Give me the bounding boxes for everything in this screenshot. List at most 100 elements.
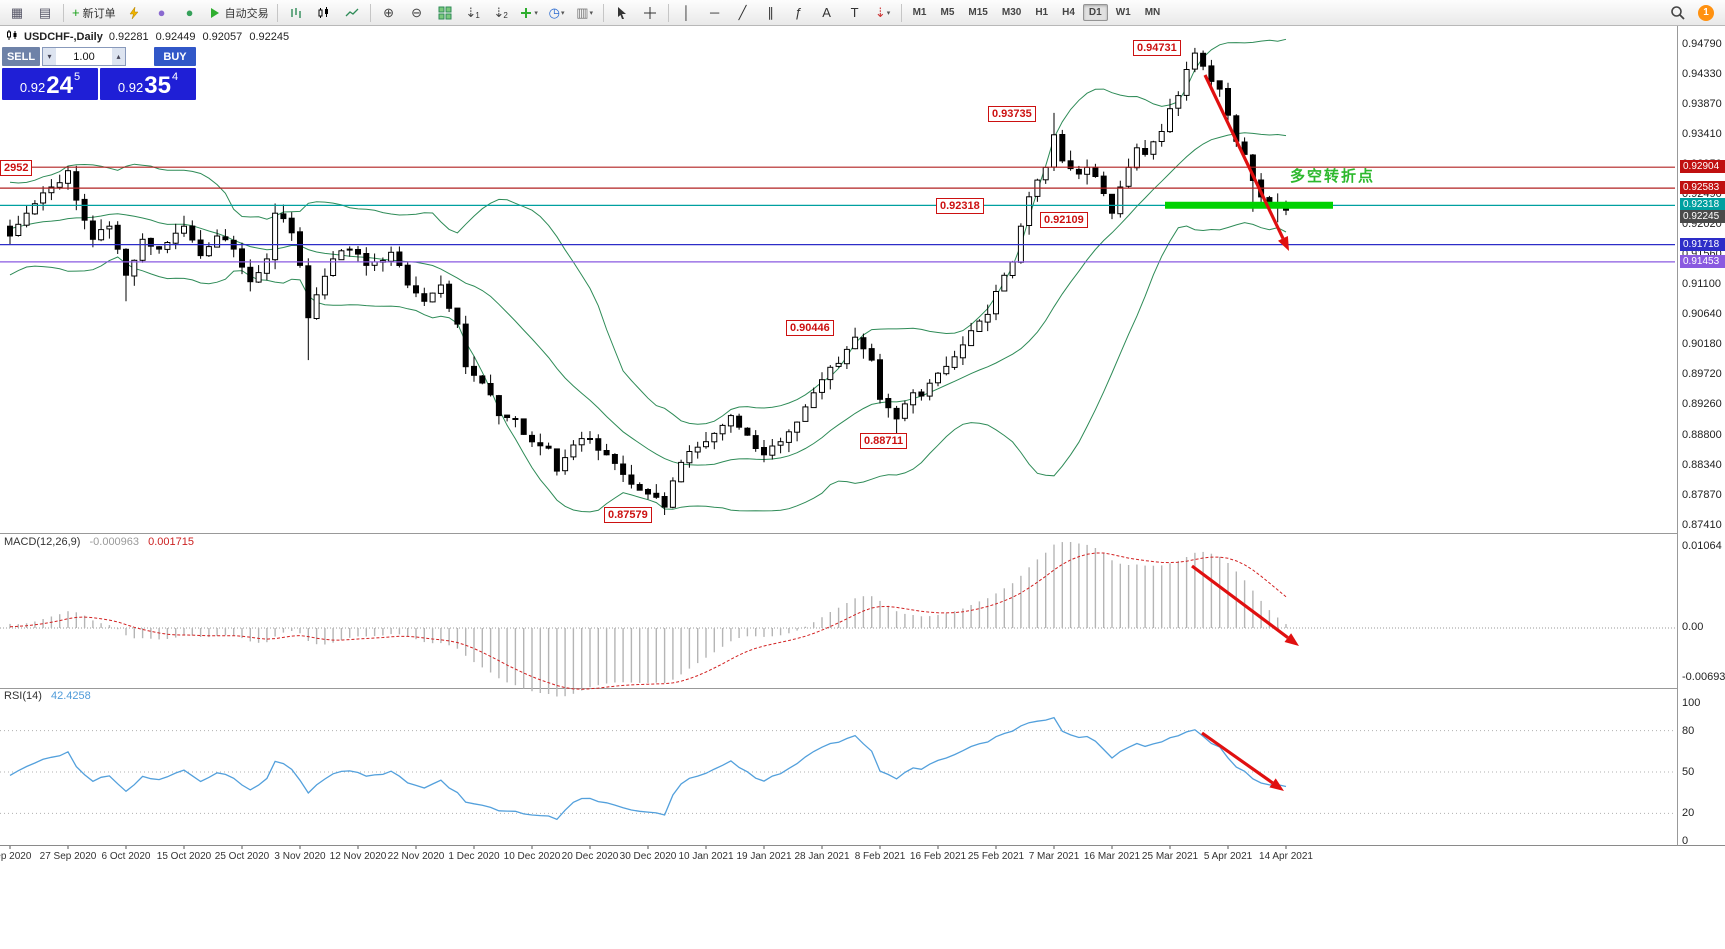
toolbar-separator — [602, 3, 604, 22]
trend-arrows[interactable] — [1191, 74, 1299, 791]
zoom-out-icon[interactable]: ⊖ — [411, 4, 423, 20]
price-callout[interactable]: 2952 — [0, 160, 33, 176]
price-scale-label: 0.93870 — [1682, 98, 1722, 111]
ask-prefix: 0.92 — [117, 80, 144, 95]
price-callout[interactable]: 0.88711 — [860, 433, 908, 449]
bid-big-digits: 24 — [46, 72, 73, 99]
rsi-scale-label: 80 — [1682, 724, 1695, 737]
volume-input[interactable]: 1.00 — [73, 50, 95, 63]
tile-windows-icon[interactable] — [432, 2, 458, 24]
zoom-in-icon[interactable]: ⊕ — [383, 4, 395, 20]
volume-decrease-button[interactable]: ▾ — [43, 48, 56, 65]
indicators-button[interactable]: ▾ — [521, 7, 538, 18]
horizontal-line-icon[interactable]: ─ — [709, 5, 720, 20]
fibonacci-icon[interactable]: ƒ — [794, 5, 803, 20]
timeframe-h1-button[interactable]: H1 — [1035, 7, 1049, 18]
timeframe-m15-button[interactable]: M15 — [968, 7, 988, 18]
price-callout[interactable]: 0.92318 — [936, 198, 984, 214]
price-callout[interactable]: 0.92109 — [1040, 212, 1088, 228]
timeframe-w1-button[interactable]: W1 — [1115, 7, 1131, 18]
price-scale-label: 0.87410 — [1682, 518, 1722, 531]
label-icon[interactable]: T — [850, 5, 859, 20]
crosshair-icon[interactable] — [637, 2, 663, 24]
toolbar: ▦ ▤ + 新订单 ● ● 自动交易 ⊕ ⊖ ⇣ 1 ⇣ 2 ▾ ◷ ▾ ▥ ▾ │ ─ ╱ ∥ ƒ A T ⇣ ▾ M1 M5 M15 M… — [0, 0, 1725, 26]
autotrading-button[interactable]: 自动交易 — [205, 2, 272, 24]
profiles-icon[interactable]: ▤ — [38, 4, 52, 20]
channel-icon[interactable]: ∥ — [767, 4, 774, 20]
macd-histogram — [9, 542, 1287, 697]
price-callout[interactable]: 0.93735 — [988, 106, 1036, 122]
date-label: 6 Oct 2020 — [101, 851, 151, 862]
new-order-button[interactable]: + 新订单 — [72, 5, 116, 20]
templates-button[interactable]: ▥ ▾ — [576, 4, 593, 20]
line-chart-icon[interactable] — [339, 2, 365, 24]
rsi-scale-label: 0 — [1682, 835, 1689, 847]
arrows-tool-icon[interactable]: ⇣ ▾ — [874, 4, 891, 20]
search-icon[interactable] — [1665, 2, 1691, 24]
toolbar-separator — [276, 3, 278, 22]
bollinger-bands — [9, 38, 1287, 513]
symbol-timeframe-label: USDCHF-,Daily — [24, 30, 103, 43]
date-ticks — [9, 846, 1287, 849]
macd-scale-label: 0.00 — [1682, 621, 1704, 633]
date-label: 25 Mar 2021 — [1141, 851, 1199, 862]
rsi-value: 42.4258 — [50, 690, 91, 702]
ask-price-button[interactable]: 0.92 35 4 — [100, 68, 196, 100]
notifications-badge[interactable]: 1 — [1698, 4, 1714, 21]
toolbar-separator — [63, 3, 64, 22]
date-label: 14 Apr 2021 — [1259, 851, 1313, 862]
timeframe-m30-button[interactable]: M30 — [1001, 7, 1022, 18]
volume-increase-button[interactable]: ▴ — [112, 48, 125, 65]
open-value: 0.92281 — [108, 30, 149, 43]
price-callout[interactable]: 0.94731 — [1133, 40, 1181, 56]
price-scale-label: 0.90640 — [1682, 308, 1722, 321]
cursor-icon[interactable] — [609, 2, 635, 24]
price-scale-label: 0.89720 — [1682, 368, 1722, 381]
market-watch-icon[interactable]: ● — [157, 5, 166, 20]
sort-ascending-icon[interactable]: ⇣ 1 — [465, 4, 480, 20]
sort-descending-icon[interactable]: ⇣ 2 — [493, 4, 508, 20]
annotation-text[interactable]: 多空转折点 — [1290, 168, 1376, 185]
price-callout[interactable]: 0.90446 — [786, 320, 834, 336]
ohlc-values: 0.92281 0.92449 0.92057 0.92245 — [109, 31, 293, 43]
text-icon[interactable]: A — [822, 5, 831, 20]
date-label: 12 Nov 2020 — [329, 851, 387, 862]
macd-scale-label: 0.01064 — [1682, 540, 1722, 552]
date-label: 25 Oct 2020 — [214, 851, 270, 862]
trendline-icon[interactable]: ╱ — [738, 4, 747, 20]
toolbar-separator — [667, 3, 669, 22]
timeframe-m5-button[interactable]: M5 — [940, 7, 955, 18]
low-value: 0.92057 — [202, 30, 243, 43]
chart-icon — [6, 29, 18, 44]
price-callout[interactable]: 0.87579 — [604, 507, 652, 523]
price-lines[interactable] — [0, 166, 1675, 263]
date-label: 8 Feb 2021 — [854, 851, 906, 862]
date-label: 5 Apr 2021 — [1203, 851, 1253, 862]
vertical-line-icon[interactable]: │ — [682, 5, 691, 20]
timeframe-h4-button[interactable]: H4 — [1062, 7, 1075, 18]
candle-chart-icon[interactable] — [311, 2, 337, 24]
candles — [7, 47, 1289, 515]
periods-button[interactable]: ◷ ▾ — [548, 4, 565, 20]
navigator-icon[interactable]: ● — [185, 5, 194, 20]
macd-label: MACD(12,26,9) — [4, 536, 81, 548]
timeframe-d1-button[interactable]: D1 — [1082, 4, 1108, 21]
timeframe-m1-button[interactable]: M1 — [912, 7, 927, 18]
chart-title-bar: USDCHF-,Daily 0.92281 0.92449 0.92057 0.… — [6, 29, 293, 44]
high-value: 0.92449 — [155, 30, 196, 43]
price-scale-label: 0.88800 — [1682, 428, 1722, 441]
bid-price-button[interactable]: 0.92 24 5 — [2, 68, 98, 100]
sell-button[interactable]: SELL — [2, 47, 40, 66]
bid-prefix: 0.92 — [19, 80, 46, 95]
date-label: 10 Jan 2021 — [678, 851, 734, 862]
ask-pipette: 4 — [171, 71, 179, 83]
date-label: 16 Feb 2021 — [909, 851, 967, 862]
new-chart-icon[interactable]: ▦ — [10, 4, 24, 20]
buy-button[interactable]: BUY — [154, 47, 196, 66]
macd-signal-value: 0.001715 — [148, 536, 194, 548]
bar-chart-icon[interactable] — [283, 2, 309, 24]
timeframe-mn-button[interactable]: MN — [1144, 7, 1161, 18]
metaeditor-icon[interactable] — [121, 2, 147, 24]
